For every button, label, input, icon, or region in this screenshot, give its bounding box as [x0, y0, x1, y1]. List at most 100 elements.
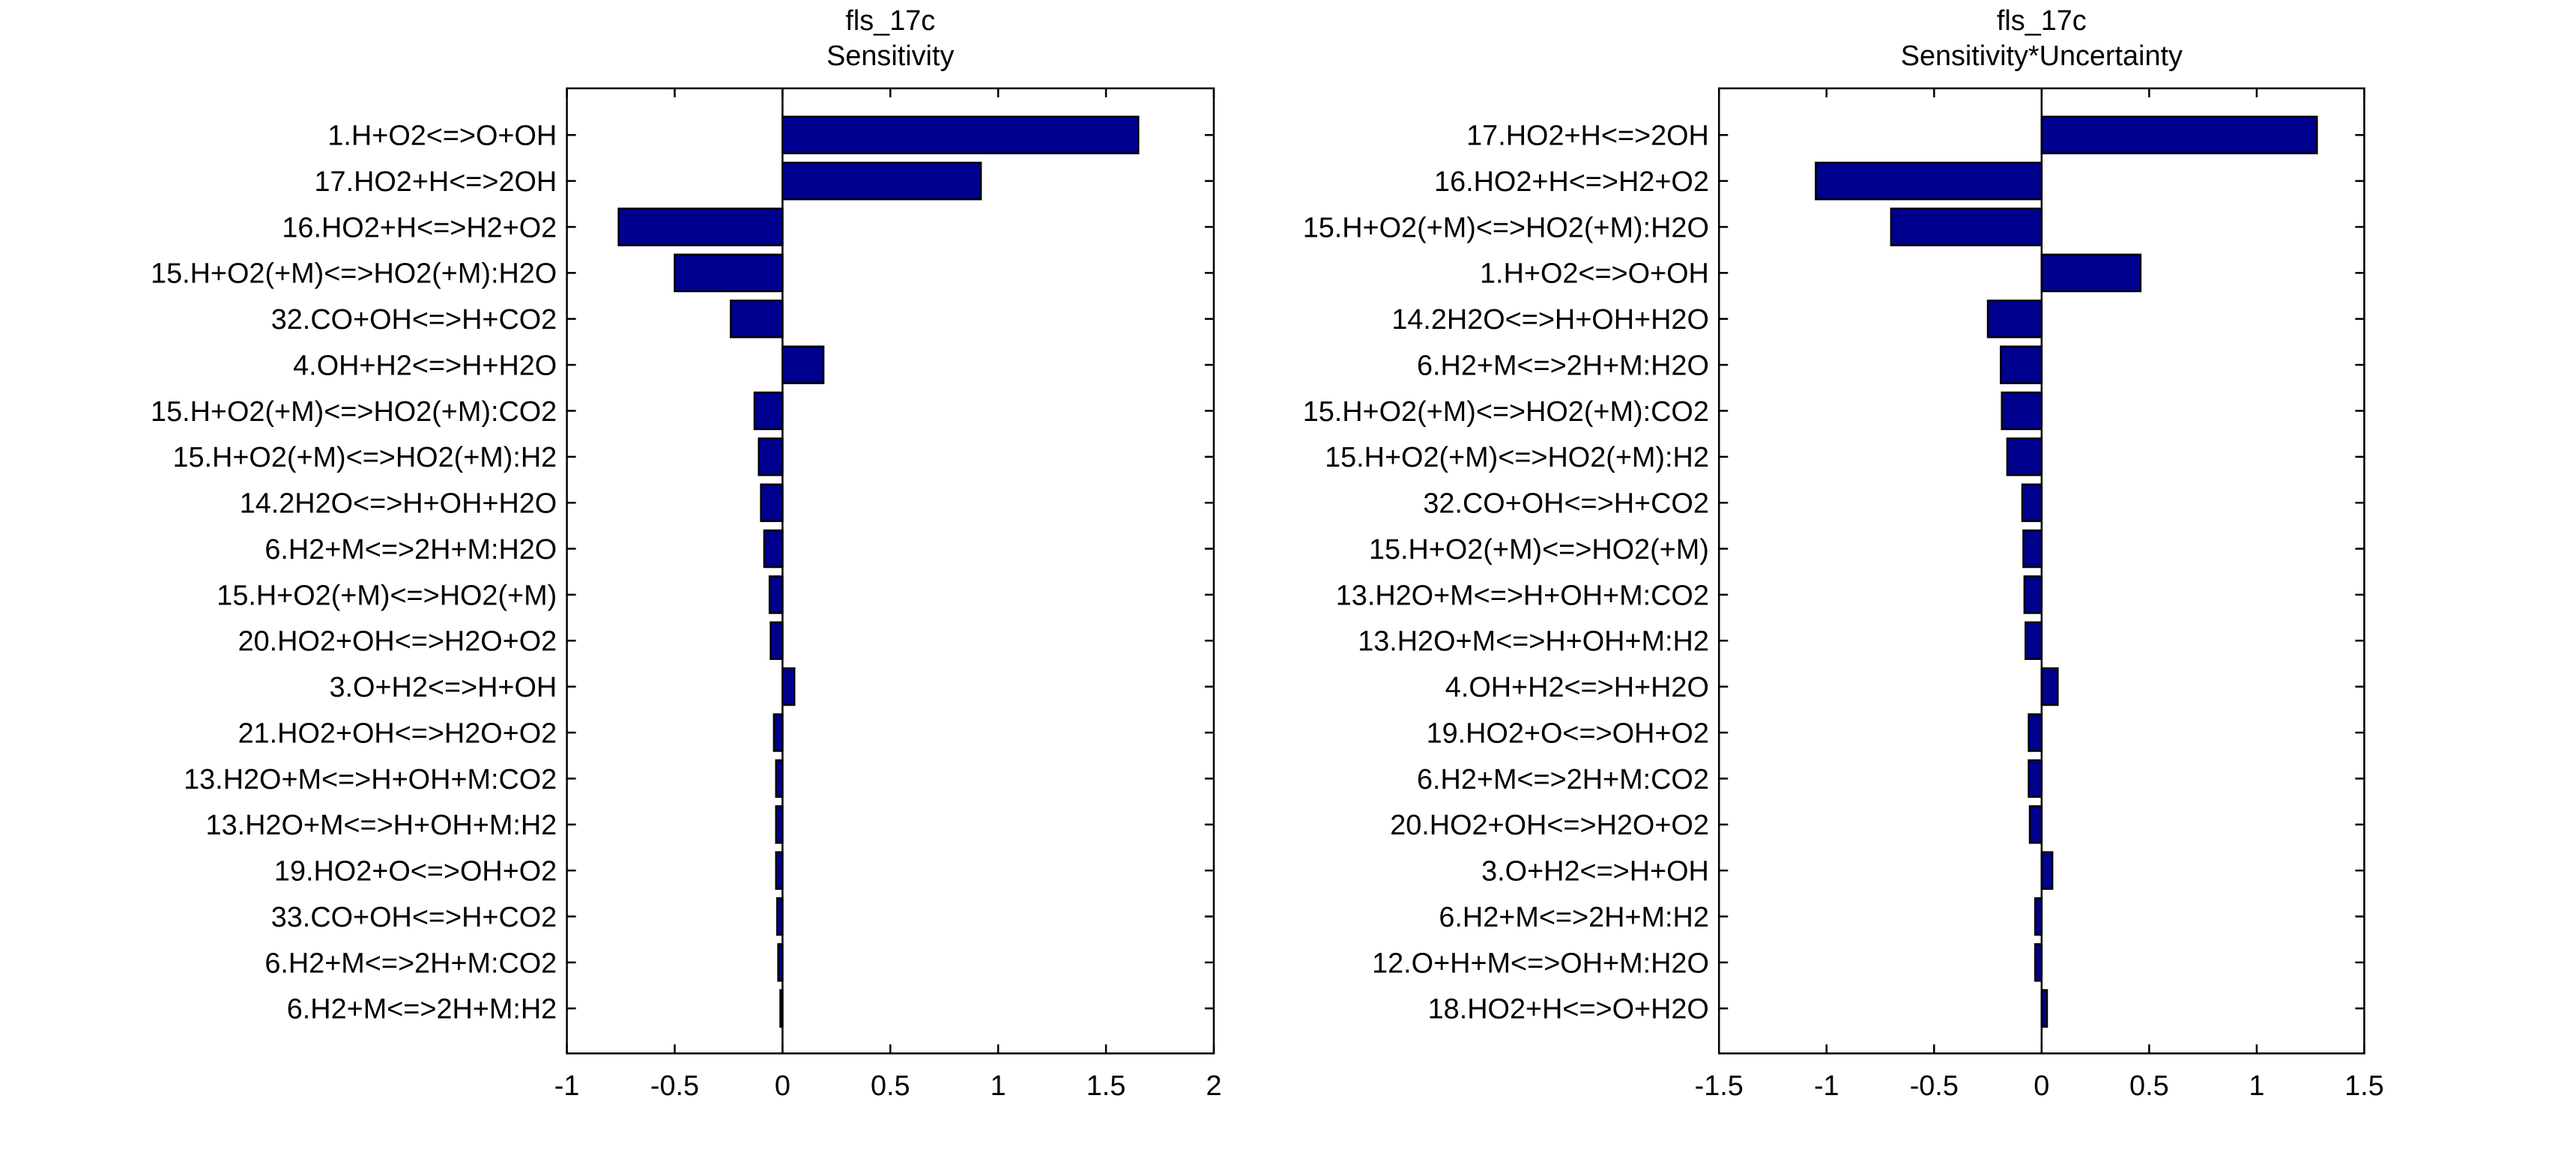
chart-subtitle: Sensitivity [826, 40, 954, 72]
bar [781, 667, 796, 706]
y-tick-label: 3.O+H2<=>H+OH [1481, 856, 1709, 888]
bar [777, 943, 784, 982]
bar [775, 897, 784, 936]
bar [2040, 989, 2049, 1028]
x-tick-label: 0 [775, 1070, 790, 1102]
y-tick-label: 3.O+H2<=>H+OH [330, 672, 557, 703]
x-tick-label: -1 [554, 1070, 580, 1102]
y-tick-label: 15.H+O2(+M)<=>HO2(+M):H2 [172, 442, 557, 473]
bar [2040, 115, 2318, 154]
y-tick-label: 20.HO2+OH<=>H2O+O2 [238, 626, 557, 658]
y-tick-label: 6.H2+M<=>2H+M:CO2 [264, 948, 557, 979]
y-tick-label: 15.H+O2(+M)<=>HO2(+M):CO2 [151, 396, 557, 428]
bar [779, 989, 784, 1028]
y-tick-label: 15.H+O2(+M)<=>HO2(+M):H2O [1303, 212, 1709, 243]
bar [775, 851, 784, 890]
chart-sensitivity: fls_17c Sensitivity -1 -0.5 0 0.5 1 1.5 2 1.H+O… [151, 5, 1221, 1102]
y-tick-label: 21.HO2+OH<=>H2O+O2 [238, 718, 557, 749]
bar [2023, 575, 2043, 614]
y-tick-label: 19.HO2+O<=>OH+O2 [1427, 718, 1709, 749]
y-tick-label: 32.CO+OH<=>H+CO2 [271, 304, 557, 336]
bar [674, 253, 784, 293]
chart-title: fls_17c [845, 5, 935, 37]
x-tick-label: 0 [2034, 1070, 2049, 1102]
bar [2028, 713, 2043, 752]
y-tick-label: 6.H2+M<=>2H+M:CO2 [1417, 764, 1709, 795]
y-tick-label: 19.HO2+O<=>OH+O2 [274, 856, 557, 888]
bar [781, 345, 825, 384]
bar [773, 713, 784, 752]
y-tick-label: 4.OH+H2<=>H+H2O [1445, 672, 1709, 703]
x-tick-label: -0.5 [650, 1070, 699, 1102]
bar [2025, 621, 2043, 661]
bar [2006, 437, 2043, 476]
y-tick-label: 13.H2O+M<=>H+OH+M:CO2 [184, 764, 557, 795]
y-tick-label: 15.H+O2(+M)<=>HO2(+M) [1369, 534, 1709, 566]
x-tick-label: -1 [1814, 1070, 1839, 1102]
y-tick-label: 15.H+O2(+M)<=>HO2(+M):H2 [1325, 442, 1709, 473]
y-tick-label: 1.H+O2<=>O+OH [1480, 258, 1709, 290]
bar [775, 805, 784, 844]
bar [1986, 299, 2043, 339]
bar [2022, 529, 2043, 569]
bar [2040, 667, 2059, 706]
bar [730, 299, 784, 339]
y-tick-label: 17.HO2+H<=>2OH [315, 166, 557, 198]
bar [2040, 253, 2142, 293]
y-tick-label: 16.HO2+H<=>H2+O2 [282, 212, 557, 243]
y-tick-label: 13.H2O+M<=>H+OH+M:H2 [206, 810, 557, 841]
x-tick-label: 1 [991, 1070, 1006, 1102]
y-tick-label: 6.H2+M<=>2H+M:H2 [1439, 902, 1708, 933]
y-tick-label: 1.H+O2<=>O+OH [327, 121, 557, 152]
x-tick-label: 0.5 [871, 1070, 910, 1102]
y-tick-label: 33.CO+OH<=>H+CO2 [271, 902, 557, 933]
bar [617, 207, 784, 246]
bar [2028, 759, 2043, 798]
y-tick-label: 20.HO2+OH<=>H2O+O2 [1390, 810, 1709, 841]
chart-title: fls_17c [1997, 5, 2087, 37]
bar [770, 621, 784, 661]
y-tick-label: 6.H2+M<=>2H+M:H2O [264, 534, 557, 566]
x-tick-label: -1.5 [1695, 1070, 1744, 1102]
y-tick-label: 13.H2O+M<=>H+OH+M:H2 [1358, 626, 1709, 658]
y-tick-label: 13.H2O+M<=>H+OH+M:CO2 [1336, 580, 1709, 611]
bar [753, 391, 784, 431]
y-tick-label: 14.2H2O<=>H+OH+H2O [240, 488, 557, 520]
bar [781, 161, 982, 201]
y-tick-label: 16.HO2+H<=>H2+O2 [1434, 166, 1709, 198]
x-tick-label: 1.5 [2344, 1070, 2384, 1102]
y-tick-label: 15.H+O2(+M)<=>HO2(+M) [217, 580, 557, 611]
bar [2034, 897, 2043, 936]
bar [775, 759, 784, 798]
x-tick-label: -0.5 [1910, 1070, 1959, 1102]
y-tick-label: 32.CO+OH<=>H+CO2 [1423, 488, 1708, 520]
axes-box [566, 87, 1215, 1055]
y-tick-label: 12.O+H+M<=>OH+M:H2O [1372, 948, 1709, 979]
y-tick-label: 6.H2+M<=>2H+M:H2O [1417, 350, 1709, 381]
bar [768, 575, 784, 614]
x-tick-label: 0.5 [2129, 1070, 2169, 1102]
bar [2001, 391, 2043, 431]
x-tick-label: 2 [1206, 1070, 1221, 1102]
bar [2021, 483, 2043, 522]
bar [760, 483, 784, 522]
bar [2028, 805, 2043, 844]
bar [1890, 207, 2043, 246]
y-tick-label: 18.HO2+H<=>O+H2O [1428, 994, 1709, 1025]
bar [781, 115, 1140, 154]
y-tick-label: 17.HO2+H<=>2OH [1466, 121, 1709, 152]
x-tick-label: 1 [2249, 1070, 2264, 1102]
y-tick-label: 15.H+O2(+M)<=>HO2(+M):CO2 [1303, 396, 1709, 428]
x-tick-label: 1.5 [1086, 1070, 1126, 1102]
y-tick-label: 4.OH+H2<=>H+H2O [293, 350, 557, 381]
chart-subtitle: Sensitivity*Uncertainty [1901, 40, 2183, 72]
bar [2000, 345, 2043, 384]
bar [2034, 943, 2043, 982]
y-tick-label: 15.H+O2(+M)<=>HO2(+M):H2O [151, 258, 557, 290]
bar [758, 437, 784, 476]
bar [2040, 851, 2054, 890]
chart-sensitivity-uncertainty: fls_17c Sensitivity*Uncertainty -1.5 -1 -0… [1303, 5, 2384, 1102]
y-tick-label: 14.2H2O<=>H+OH+H2O [1391, 304, 1709, 336]
y-tick-label: 6.H2+M<=>2H+M:H2 [287, 994, 557, 1025]
